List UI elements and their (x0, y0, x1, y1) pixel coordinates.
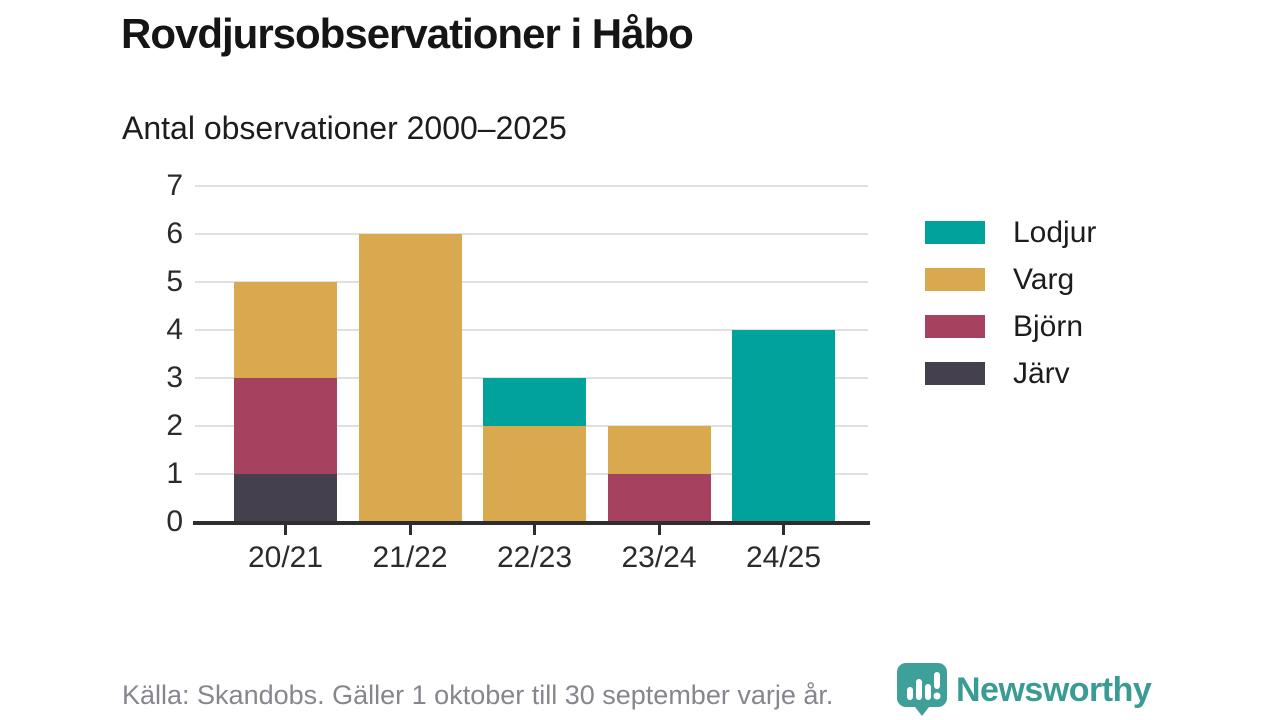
newsworthy-branding: Newsworthy (896, 662, 1152, 718)
x-tick-mark (533, 525, 536, 535)
x-tick-label: 20/21 (247, 541, 324, 574)
grid-line (195, 281, 868, 283)
legend-item-lodjur: Lodjur (925, 209, 1096, 256)
bar-segment-varg-21-22 (358, 234, 462, 522)
grid-line (195, 329, 868, 331)
bar-segment-björn-23-24 (607, 474, 711, 522)
x-tick-mark (782, 525, 785, 535)
y-tick-label: 3 (166, 361, 183, 394)
x-tick-mark (657, 525, 661, 535)
newsworthy-logo-icon (897, 663, 947, 716)
legend-item-järv: Järv (925, 350, 1096, 397)
legend-swatch (925, 315, 985, 338)
y-tick-label: 7 (166, 169, 183, 202)
legend-swatch (925, 221, 985, 244)
y-tick-label: 1 (166, 457, 183, 490)
bar-segment-varg-22-23 (483, 426, 586, 522)
legend-label: Järv (1013, 356, 1070, 390)
legend-item-varg: Varg (925, 256, 1096, 303)
legend-swatch (925, 268, 985, 291)
bar-segment-björn-20-21 (234, 378, 337, 474)
grid-line (195, 185, 868, 187)
newsworthy-wordmark: Newsworthy (956, 670, 1152, 709)
legend: Lodjur Varg Björn Järv (925, 209, 1096, 397)
x-tick-label: 24/25 (745, 541, 822, 574)
source-note: Källa: Skandobs. Gäller 1 oktober till 3… (122, 680, 834, 710)
legend-item-björn: Björn (925, 303, 1096, 350)
legend-swatch (925, 362, 985, 385)
chart-title: Rovdjursobservationer i Håbo (121, 10, 694, 57)
grid-line (195, 233, 868, 235)
bar-segment-varg-23-24 (607, 426, 711, 474)
bar-segment-varg-20-21 (234, 282, 337, 378)
x-tick-mark (284, 525, 287, 535)
x-tick-label: 21/22 (372, 541, 448, 574)
y-tick-label: 4 (166, 313, 183, 346)
legend-label: Björn (1013, 309, 1084, 343)
y-tick-label: 6 (166, 217, 183, 250)
plot-area (195, 185, 868, 522)
y-tick-label: 5 (166, 265, 183, 298)
bar-segment-lodjur-24-25 (732, 330, 835, 522)
x-tick-label: 23/24 (621, 541, 697, 574)
bar-segment-järv-20-21 (234, 474, 337, 522)
legend-label: Lodjur (1013, 215, 1097, 249)
bar-segment-lodjur-22-23 (483, 378, 586, 426)
y-tick-label: 2 (166, 409, 183, 442)
legend-label: Varg (1013, 262, 1075, 296)
x-tick-label: 22/23 (496, 541, 573, 574)
chart-subtitle: Antal observationer 2000–2025 (122, 110, 567, 146)
y-axis-labels: 0 1 2 3 4 5 6 7 (90, 169, 183, 538)
x-axis-line (193, 521, 870, 525)
x-tick-mark (408, 525, 412, 535)
y-tick-label: 0 (166, 505, 183, 538)
